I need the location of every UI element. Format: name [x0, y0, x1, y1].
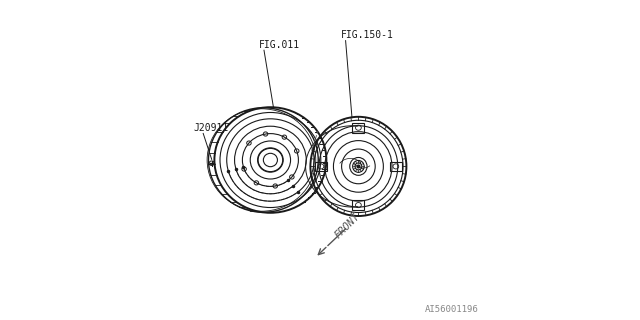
Text: AI56001196: AI56001196 — [425, 305, 479, 314]
Text: J20911: J20911 — [193, 123, 229, 133]
Text: FRONT: FRONT — [333, 211, 362, 240]
Text: FIG.150-1: FIG.150-1 — [340, 30, 394, 40]
Text: FIG.011: FIG.011 — [259, 40, 300, 50]
Bar — [358, 110, 422, 216]
